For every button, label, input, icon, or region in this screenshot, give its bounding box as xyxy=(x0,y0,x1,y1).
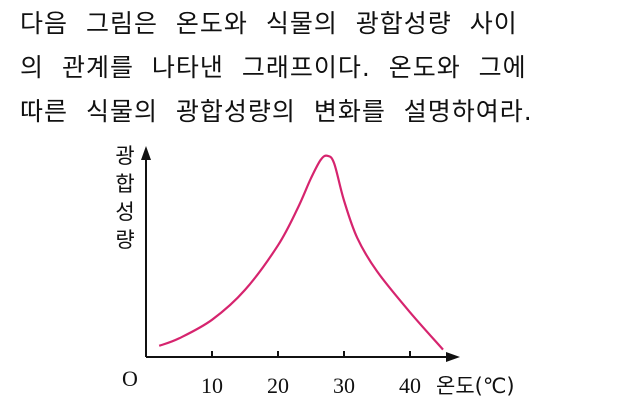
x-tick-label-10: 10 xyxy=(201,373,223,398)
y-axis xyxy=(141,146,151,357)
y-axis-arrowhead xyxy=(141,146,151,160)
x-axis-title: 온도(℃) xyxy=(436,374,515,398)
x-axis xyxy=(146,352,460,362)
x-tick-label-20: 20 xyxy=(267,373,289,398)
question-text: 다음 그림은 온도와 식물의 광합성량 사이 의 관계를 나타낸 그래프이다. … xyxy=(20,2,632,134)
x-axis-arrowhead xyxy=(446,352,460,362)
origin-label: O xyxy=(122,366,138,391)
x-tick-label-30: 30 xyxy=(333,373,355,398)
x-ticks xyxy=(211,351,411,357)
question-line-1: 다음 그림은 온도와 식물의 광합성량 사이 xyxy=(20,9,518,38)
question-line-2: 의 관계를 나타낸 그래프이다. 온도와 그에 xyxy=(20,53,527,82)
x-tick-labels: 10 20 30 40 xyxy=(201,373,421,398)
question-line-3: 따른 식물의 광합성량의 변화를 설명하여라. xyxy=(20,97,533,126)
photosynthesis-curve xyxy=(158,154,444,351)
x-tick-label-40: 40 xyxy=(399,373,421,398)
y-axis-title: 광합성량 xyxy=(115,144,135,252)
